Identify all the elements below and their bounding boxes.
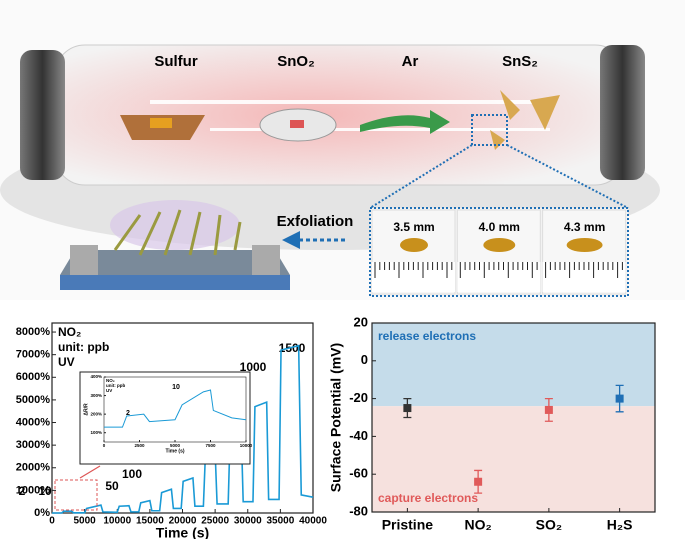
label: SnS₂ [502,53,538,70]
size-label: 4.3 mm [564,220,605,234]
x-tick-label: 20000 [169,516,197,527]
point [615,394,624,403]
sno2 [290,120,304,128]
x-tick-label: 0 [103,443,106,448]
zoom-box [471,114,508,146]
x-tick-label: 2500 [134,443,145,448]
zoom-lines [369,144,629,209]
size-label: 4.0 mm [479,220,520,234]
x-axis-label: Time (s) [156,525,209,539]
x-tick-label: SO₂ [536,517,562,533]
region [372,323,655,407]
x-tick-label: 40000 [299,516,327,527]
y-tick-label: 0 [361,352,368,367]
annotation: unit: ppb [106,383,125,388]
label: Exfoliation [277,213,354,230]
charts: 0% 1000% 2000% 3000% 4000% 5000% 6000% 7000% 800… [16,314,656,539]
flow-arrow [360,110,450,134]
electrode [70,245,98,275]
point [474,477,483,486]
illustration: 3.5 mm 4.0 mm 4.3 mm Sulfur SnO₂ Ar SnS₂ E… [0,44,660,297]
pulse-label: 100 [122,467,142,481]
annotation: NO₂ [106,378,115,383]
annotation: NO₂ [58,325,81,339]
y-tick-label: 20 [354,314,368,329]
crystal [483,238,516,252]
region-label: release electrons [378,329,476,343]
y-tick-label: 7000% [16,349,50,361]
substrate [60,275,290,290]
pulse-label: 50 [105,479,119,493]
annotation: UV [58,355,75,369]
series-line [104,389,247,428]
annotation: unit: ppb [58,340,109,354]
label: Sulfur [154,53,197,70]
pulse-label: 1000 [240,360,267,374]
y-tick-label: 2000% [16,462,50,474]
y-tick-label: 3000% [16,439,50,451]
x-tick-label: H₂S [607,517,633,533]
highlight [210,128,550,131]
annotation: UV [106,388,112,393]
x-tick-label: 30000 [234,516,262,527]
y-tick-label: -40 [349,428,368,443]
y-tick-label: -80 [349,503,368,518]
device [60,250,290,275]
y-tick-label: 200% [90,411,102,416]
y-tick-label: 100% [90,430,102,435]
pulse-label: 10 [172,384,180,391]
plot-frame [371,322,656,513]
x-tick-label: 5000 [74,516,97,527]
x-tick-label: 10000 [240,443,253,448]
label: SnO₂ [277,53,315,70]
y-tick-label: 4000% [16,416,50,428]
sns2-flakes [490,90,560,150]
y-tick-label: -60 [349,466,368,481]
y-tick-label: -20 [349,390,368,405]
point [403,404,412,413]
highlight [150,100,550,104]
crystal [400,238,428,252]
x-tick-label: 35000 [266,516,294,527]
highlight-box [54,479,98,511]
inset-pointer [79,465,101,479]
x-tick-label: 7500 [205,443,216,448]
pulse-label: 2 [19,484,26,498]
y-tick-label: 300% [90,393,102,398]
y-tick-label: 400% [90,374,102,379]
pulse-label: 2 [126,410,130,417]
x-tick-label: Pristine [382,517,434,533]
y-axis-label: Surface Potential (mV) [328,343,344,492]
size-label: 3.5 mm [393,220,434,234]
end-cap [20,50,65,180]
crystal [566,238,603,252]
flakes [113,209,242,256]
pulse-label: 1500 [279,341,306,355]
pulse-label: 10 [38,484,52,498]
x-tick-label: 25000 [201,516,229,527]
end-cap [600,45,645,180]
point [544,405,553,414]
y-tick-label: 8000% [16,326,50,338]
x-tick-label: 0 [49,516,55,527]
inset-background [79,371,251,465]
region-label: capture electrons [378,491,478,505]
x-tick-label: 15000 [136,516,164,527]
sulfur [150,118,172,128]
label: Ar [402,53,419,70]
x-tick-label: 5000 [170,443,181,448]
x-tick-label: 10000 [103,516,131,527]
series-line [52,344,314,514]
y-tick-label: 5000% [16,394,50,406]
y-tick-label: 1000% [16,484,50,496]
region [372,406,655,512]
y-axis-label: ΔR/R [83,403,89,416]
x-tick-label: NO₂ [465,517,492,533]
electrode [252,245,280,275]
y-tick-label: 6000% [16,371,50,383]
photos: 3.5 mm 4.0 mm 4.3 mm [371,209,627,295]
y-tick-label: 0% [34,507,50,519]
x-axis-label: Time (s) [165,448,184,454]
